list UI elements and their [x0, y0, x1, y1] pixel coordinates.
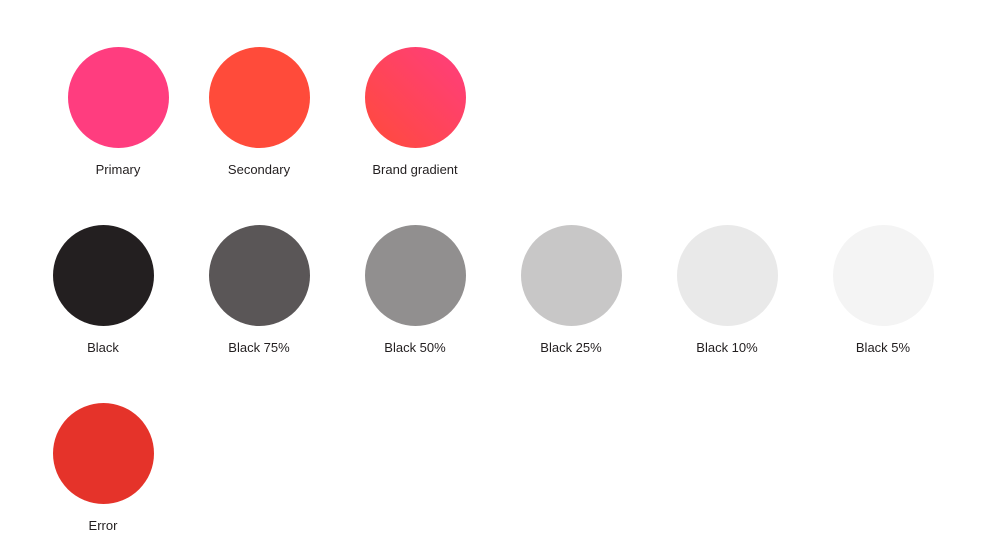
color-circle-primary — [67, 47, 169, 148]
swatch-black-75: Black 75% — [199, 225, 319, 356]
swatch-black-10: Black 10% — [667, 225, 787, 356]
swatch-black-5: Black 5% — [823, 225, 943, 356]
color-circle-black-75 — [208, 225, 310, 326]
swatch-label: Secondary — [227, 162, 291, 177]
swatch-label: Error — [88, 518, 118, 533]
swatch-primary: Primary — [58, 47, 178, 178]
swatch-label: Black — [87, 340, 119, 355]
swatch-black: Black — [43, 225, 163, 356]
swatch-label: Black 5% — [855, 340, 911, 355]
swatch-black-25: Black 25% — [511, 225, 631, 356]
color-circle-black — [52, 225, 154, 326]
color-circle-error — [52, 403, 154, 504]
swatch-label: Brand gradient — [372, 162, 458, 177]
color-circle-black-25 — [520, 225, 622, 326]
color-circle-black-50 — [364, 225, 466, 326]
color-circle-black-10 — [676, 225, 778, 326]
color-circle-secondary — [208, 47, 310, 148]
swatch-error: Error — [43, 403, 163, 534]
swatch-label: Black 25% — [540, 340, 602, 355]
swatch-secondary: Secondary — [199, 47, 319, 178]
swatch-label: Black 10% — [696, 340, 758, 355]
swatch-label: Primary — [95, 162, 141, 177]
color-circle-black-5 — [832, 225, 934, 326]
swatch-black-50: Black 50% — [355, 225, 475, 356]
swatch-label: Black 50% — [384, 340, 446, 355]
swatch-brand-gradient: Brand gradient — [355, 47, 475, 178]
swatch-label: Black 75% — [228, 340, 290, 355]
color-circle-brand-gradient — [364, 47, 466, 148]
